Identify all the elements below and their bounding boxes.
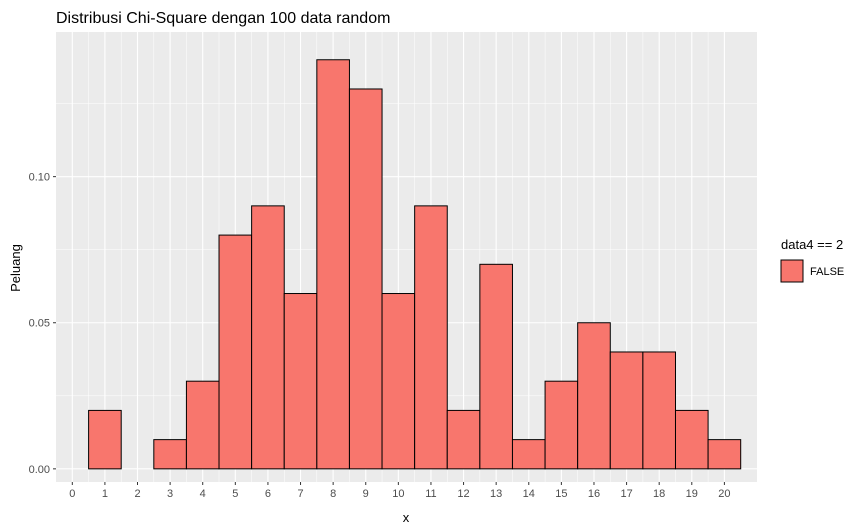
legend-key-false xyxy=(780,259,804,283)
bar-x-15 xyxy=(544,380,579,470)
x-tick-label: 5 xyxy=(232,488,238,500)
x-tick-label: 6 xyxy=(265,488,271,500)
x-tick-label: 10 xyxy=(392,488,404,500)
x-tick-label: 20 xyxy=(718,488,730,500)
x-tick-label: 16 xyxy=(588,488,600,500)
bar-x-18 xyxy=(642,351,676,470)
bar-x-13 xyxy=(479,263,513,470)
bar-x-19 xyxy=(674,409,709,470)
chart-title: Distribusi Chi-Square dengan 100 data ra… xyxy=(56,10,390,27)
y-tick-label: 0.00 xyxy=(29,464,50,476)
bar-x-17 xyxy=(609,351,644,470)
bar-x-10 xyxy=(381,293,416,470)
x-tick-label: 12 xyxy=(457,488,469,500)
bar-x-11 xyxy=(414,205,448,470)
x-tick-label: 8 xyxy=(330,488,336,500)
bar-x-5 xyxy=(218,234,253,470)
bar-x-6 xyxy=(251,205,285,470)
bar-x-16 xyxy=(577,322,611,470)
bar-x-7 xyxy=(283,293,318,470)
x-tick-label: 13 xyxy=(490,488,502,500)
bars xyxy=(88,59,742,470)
legend-label-false: FALSE xyxy=(810,266,844,278)
x-tick-label: 17 xyxy=(620,488,632,500)
legend-title: data4 == 2 xyxy=(781,237,843,252)
y-axis-ticks: 0.00 0.05 0.10 xyxy=(29,172,56,476)
bar-x-14 xyxy=(511,439,546,470)
bar-x-9 xyxy=(348,88,383,470)
bar-x-8 xyxy=(316,59,350,470)
x-tick-label: 14 xyxy=(523,488,535,500)
bar-x-20 xyxy=(707,439,742,470)
x-tick-label: 15 xyxy=(555,488,567,500)
bar-x-3 xyxy=(153,439,187,470)
x-tick-label: 1 xyxy=(102,488,108,500)
x-tick-label: 3 xyxy=(167,488,173,500)
y-tick-label: 0.10 xyxy=(29,172,50,184)
bar-x-4 xyxy=(185,380,220,470)
x-tick-label: 0 xyxy=(69,488,75,500)
y-axis-title: Peluang xyxy=(8,244,23,292)
x-tick-label: 7 xyxy=(297,488,303,500)
x-tick-label: 11 xyxy=(425,488,436,500)
x-axis-ticks: 0 1 2 3 4 5 6 7 8 9 10 11 12 13 14 15 16 17 18 19 20 xyxy=(69,482,731,500)
x-tick-label: 4 xyxy=(200,488,206,500)
bar-x-12 xyxy=(446,409,481,470)
bar-x-1 xyxy=(88,409,122,470)
x-tick-label: 19 xyxy=(686,488,698,500)
x-axis-title: x xyxy=(403,510,410,525)
legend: data4 == 2 FALSE xyxy=(780,237,844,283)
x-tick-label: 18 xyxy=(653,488,665,500)
y-tick-label: 0.05 xyxy=(29,318,50,330)
x-tick-label: 2 xyxy=(134,488,140,500)
x-tick-label: 9 xyxy=(363,488,369,500)
